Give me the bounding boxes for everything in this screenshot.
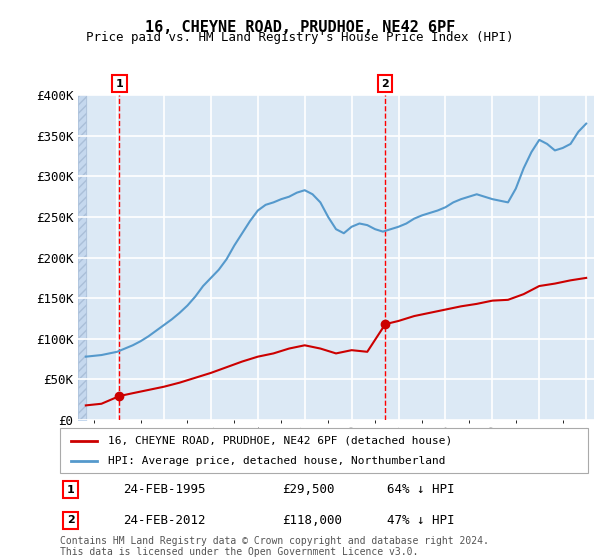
FancyBboxPatch shape bbox=[60, 428, 588, 473]
Text: 1: 1 bbox=[116, 79, 124, 88]
Text: HPI: Average price, detached house, Northumberland: HPI: Average price, detached house, Nort… bbox=[107, 456, 445, 466]
Text: Price paid vs. HM Land Registry's House Price Index (HPI): Price paid vs. HM Land Registry's House … bbox=[86, 31, 514, 44]
Text: 24-FEB-1995: 24-FEB-1995 bbox=[124, 483, 206, 496]
Text: Contains HM Land Registry data © Crown copyright and database right 2024.
This d: Contains HM Land Registry data © Crown c… bbox=[60, 535, 489, 557]
Text: 64% ↓ HPI: 64% ↓ HPI bbox=[388, 483, 455, 496]
Text: 24-FEB-2012: 24-FEB-2012 bbox=[124, 514, 206, 527]
Text: £118,000: £118,000 bbox=[282, 514, 342, 527]
Text: 2: 2 bbox=[67, 515, 74, 525]
Text: 2: 2 bbox=[382, 79, 389, 88]
Text: £29,500: £29,500 bbox=[282, 483, 334, 496]
Text: 47% ↓ HPI: 47% ↓ HPI bbox=[388, 514, 455, 527]
Text: 1: 1 bbox=[67, 484, 74, 494]
Text: 16, CHEYNE ROAD, PRUDHOE, NE42 6PF: 16, CHEYNE ROAD, PRUDHOE, NE42 6PF bbox=[145, 20, 455, 35]
Text: 16, CHEYNE ROAD, PRUDHOE, NE42 6PF (detached house): 16, CHEYNE ROAD, PRUDHOE, NE42 6PF (deta… bbox=[107, 436, 452, 446]
